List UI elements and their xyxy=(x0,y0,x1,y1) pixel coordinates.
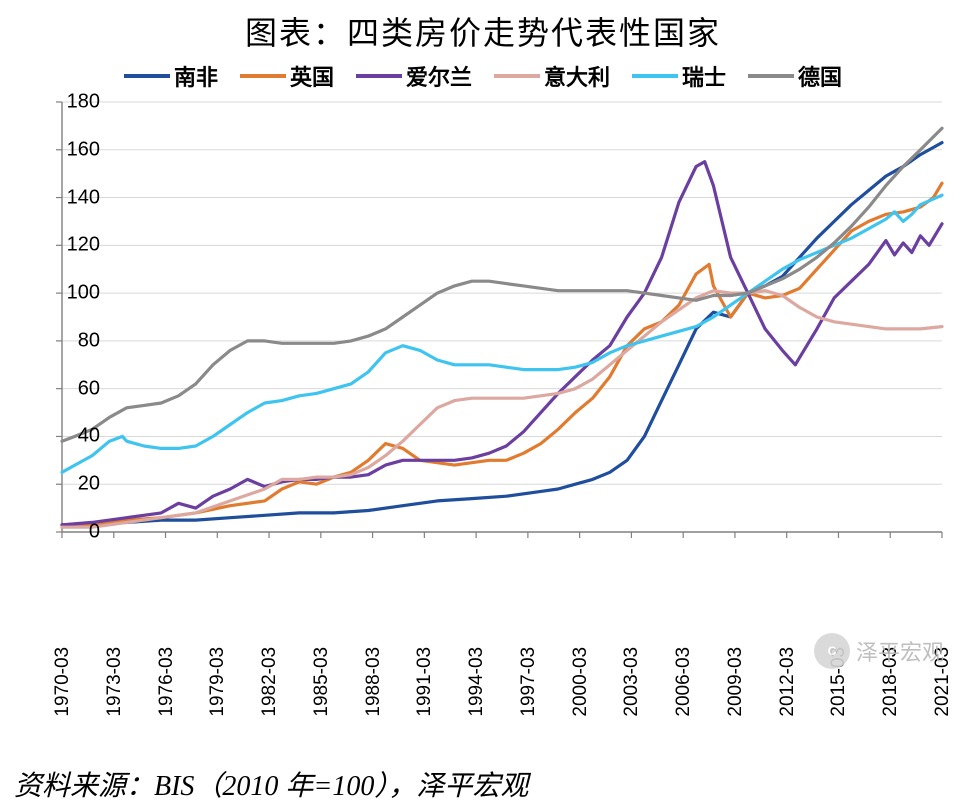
y-tick-label: 80 xyxy=(62,329,104,352)
y-tick-label: 120 xyxy=(62,234,104,257)
x-tick-label: 2003-03 xyxy=(621,647,643,717)
x-tick-label: 1991-03 xyxy=(414,647,436,717)
x-tick-label: 2012-03 xyxy=(777,647,799,717)
x-tick-label: 1976-03 xyxy=(156,647,178,717)
legend-swatch xyxy=(356,74,402,78)
source-footer: 资料来源：BIS（2010 年=100），泽平宏观 xyxy=(14,764,954,804)
y-tick-label: 180 xyxy=(62,91,104,114)
x-tick-label: 2000-03 xyxy=(570,647,592,717)
watermark-avatar: C xyxy=(814,633,850,669)
watermark-label: 泽平宏观 xyxy=(856,635,944,667)
legend-item: 爱尔兰 xyxy=(356,60,472,92)
x-axis-labels: 1970-031973-031976-031979-031982-031985-… xyxy=(18,606,948,684)
legend-item: 意大利 xyxy=(494,60,610,92)
legend-label: 德国 xyxy=(798,60,842,92)
legend-item: 南非 xyxy=(124,60,218,92)
x-tick-label: 1988-03 xyxy=(363,647,385,717)
legend-item: 德国 xyxy=(748,60,842,92)
y-tick-label: 40 xyxy=(62,425,104,448)
x-tick-label: 1973-03 xyxy=(104,647,126,717)
legend-label: 爱尔兰 xyxy=(406,60,472,92)
legend-label: 瑞士 xyxy=(682,60,726,92)
legend-label: 南非 xyxy=(174,60,218,92)
chart-title: 图表：四类房价走势代表性国家 xyxy=(12,8,954,54)
line-chart xyxy=(18,96,948,540)
legend-label: 英国 xyxy=(290,60,334,92)
legend-item: 瑞士 xyxy=(632,60,726,92)
legend-swatch xyxy=(494,74,540,78)
y-tick-label: 20 xyxy=(62,473,104,496)
legend-item: 英国 xyxy=(240,60,334,92)
y-tick-label: 0 xyxy=(62,521,104,544)
x-tick-label: 2009-03 xyxy=(725,647,747,717)
legend-swatch xyxy=(748,74,794,78)
legend: 南非 英国 爱尔兰 意大利 瑞士 德国 xyxy=(12,60,954,92)
x-tick-label: 1979-03 xyxy=(207,647,229,717)
x-tick-label: 2006-03 xyxy=(673,647,695,717)
legend-label: 意大利 xyxy=(544,60,610,92)
x-tick-label: 1997-03 xyxy=(518,647,540,717)
x-tick-label: 1982-03 xyxy=(259,647,281,717)
y-tick-label: 100 xyxy=(62,282,104,305)
x-tick-label: 1994-03 xyxy=(466,647,488,717)
legend-swatch xyxy=(240,74,286,78)
watermark: C 泽平宏观 xyxy=(814,633,944,669)
legend-swatch xyxy=(124,74,170,78)
y-tick-label: 60 xyxy=(62,377,104,400)
y-tick-label: 140 xyxy=(62,186,104,209)
legend-swatch xyxy=(632,74,678,78)
chart-area: 020406080100120140160180 xyxy=(18,96,948,606)
x-tick-label: 1985-03 xyxy=(311,647,333,717)
x-tick-label: 1970-03 xyxy=(52,647,74,717)
y-tick-label: 160 xyxy=(62,138,104,161)
